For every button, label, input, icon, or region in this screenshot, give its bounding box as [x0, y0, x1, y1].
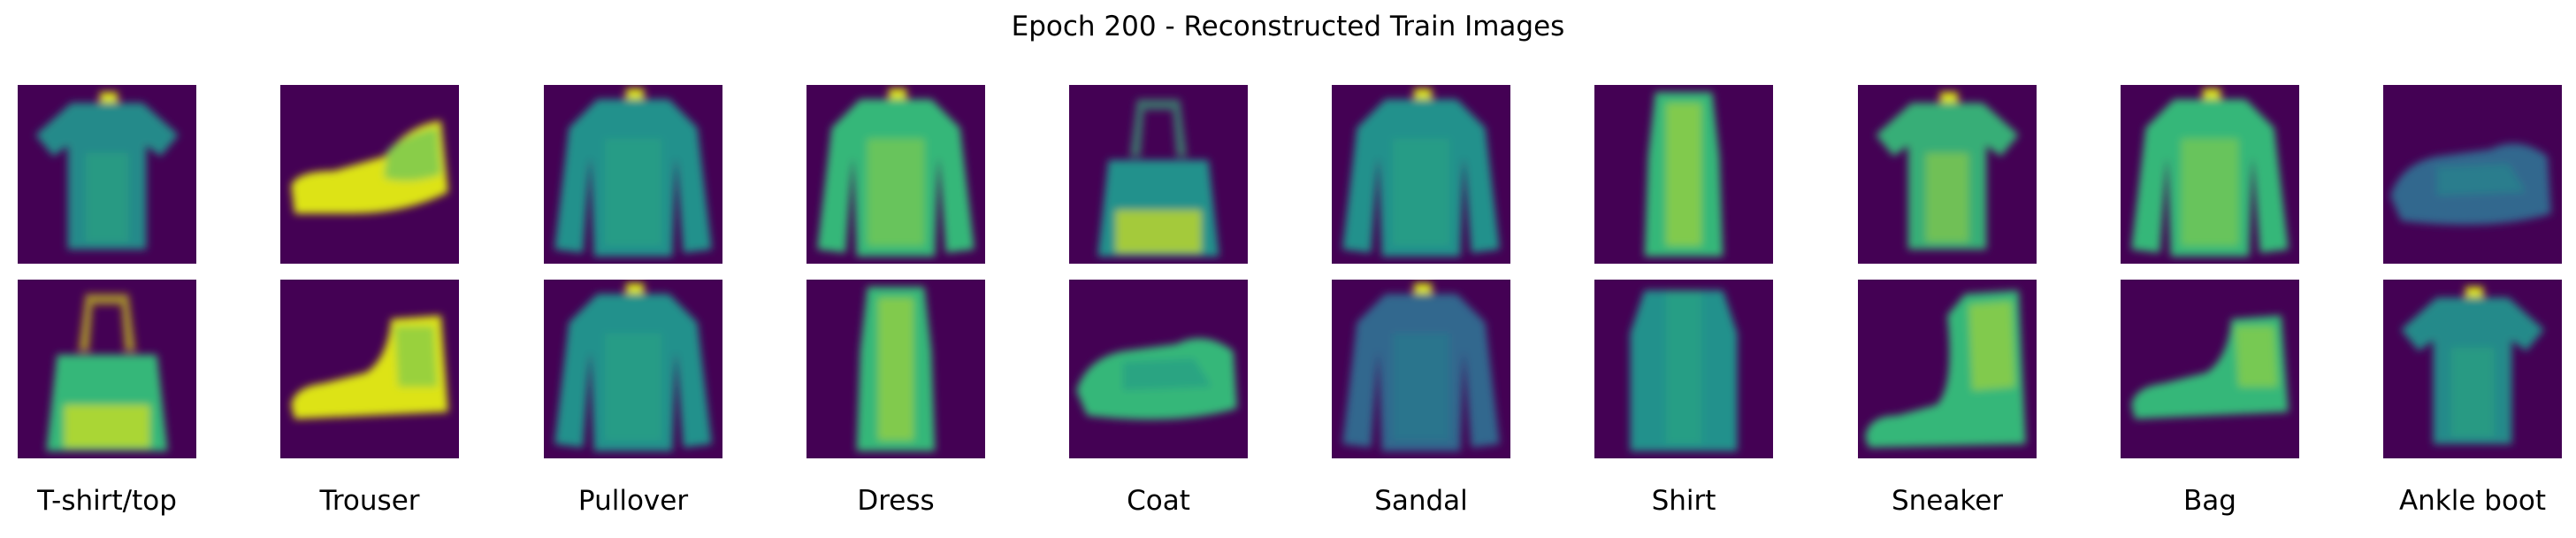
class-label: Coat: [1127, 485, 1190, 517]
reconstruction-image: [1858, 85, 2037, 264]
class-label: Pullover: [577, 485, 689, 517]
class-label: Shirt: [1651, 485, 1716, 517]
class-label: Sneaker: [1891, 485, 2004, 517]
reconstruction-image: [1069, 85, 1248, 264]
reconstruction-image: [280, 280, 459, 458]
reconstruction-image: [1594, 280, 1773, 458]
reconstruction-image: [806, 85, 985, 264]
reconstruction-image: [2383, 85, 2562, 264]
class-label: Bag: [2183, 485, 2236, 517]
reconstruction-image: [2121, 280, 2299, 458]
reconstruction-image: [18, 280, 196, 458]
reconstruction-image: [2121, 85, 2299, 264]
class-label: T-shirt/top: [37, 485, 177, 517]
reconstruction-image: [2383, 280, 2562, 458]
reconstruction-image: [1069, 280, 1248, 458]
reconstruction-image: [1858, 280, 2037, 458]
class-label: Ankle boot: [2398, 485, 2547, 517]
reconstruction-image: [544, 280, 722, 458]
reconstruction-image: [1332, 85, 1510, 264]
figure-title: Epoch 200 - Reconstructed Train Images: [1011, 11, 1565, 42]
reconstruction-image: [806, 280, 985, 458]
reconstruction-image: [1332, 280, 1510, 458]
class-label: Trouser: [319, 485, 420, 517]
reconstruction-image: [280, 85, 459, 264]
reconstruction-image: [1594, 85, 1773, 264]
reconstruction-image: [18, 85, 196, 264]
class-label: Sandal: [1374, 485, 1468, 517]
class-label: Dress: [857, 485, 935, 517]
reconstruction-image: [544, 85, 722, 264]
